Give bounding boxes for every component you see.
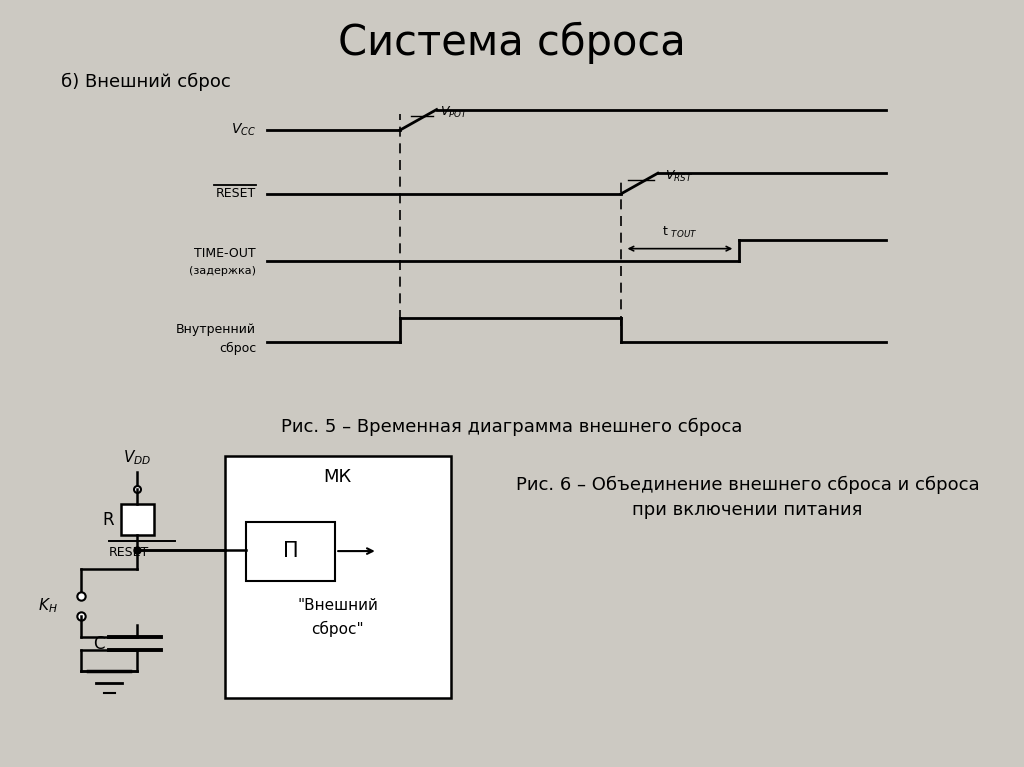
Text: Внутренний: Внутренний — [176, 323, 256, 336]
Bar — [224, 456, 451, 698]
Text: б) Внешний сброс: б) Внешний сброс — [61, 73, 231, 91]
Bar — [246, 522, 335, 581]
Text: RESET: RESET — [110, 546, 150, 558]
Text: $V_{DD}$: $V_{DD}$ — [123, 449, 152, 467]
Text: Рис. 6 – Объединение внешнего сброса и сброса
при включении питания: Рис. 6 – Объединение внешнего сброса и с… — [516, 476, 979, 518]
Text: (задержка): (задержка) — [189, 265, 256, 275]
Text: Рис. 5 – Временная диаграмма внешнего сброса: Рис. 5 – Временная диаграмма внешнего сб… — [282, 418, 742, 436]
Text: сброс": сброс" — [311, 621, 364, 637]
Text: $K_H$: $K_H$ — [38, 597, 57, 615]
Text: "Внешний: "Внешний — [297, 598, 378, 614]
Text: $V_{CC}$: $V_{CC}$ — [231, 122, 256, 138]
Text: TIME-OUT: TIME-OUT — [195, 247, 256, 260]
Text: $V_{RST}$: $V_{RST}$ — [666, 169, 693, 184]
Text: t $_{TOUT}$: t $_{TOUT}$ — [663, 225, 697, 240]
Text: C: C — [93, 634, 104, 653]
Text: МК: МК — [324, 468, 351, 486]
Text: сброс: сброс — [219, 342, 256, 355]
Text: $V_{POT}$: $V_{POT}$ — [440, 105, 469, 120]
Text: Система сброса: Система сброса — [338, 21, 686, 64]
Text: R: R — [102, 511, 114, 528]
Bar — [121, 505, 154, 535]
Text: RESET: RESET — [216, 187, 256, 200]
Text: Π: Π — [283, 541, 298, 561]
